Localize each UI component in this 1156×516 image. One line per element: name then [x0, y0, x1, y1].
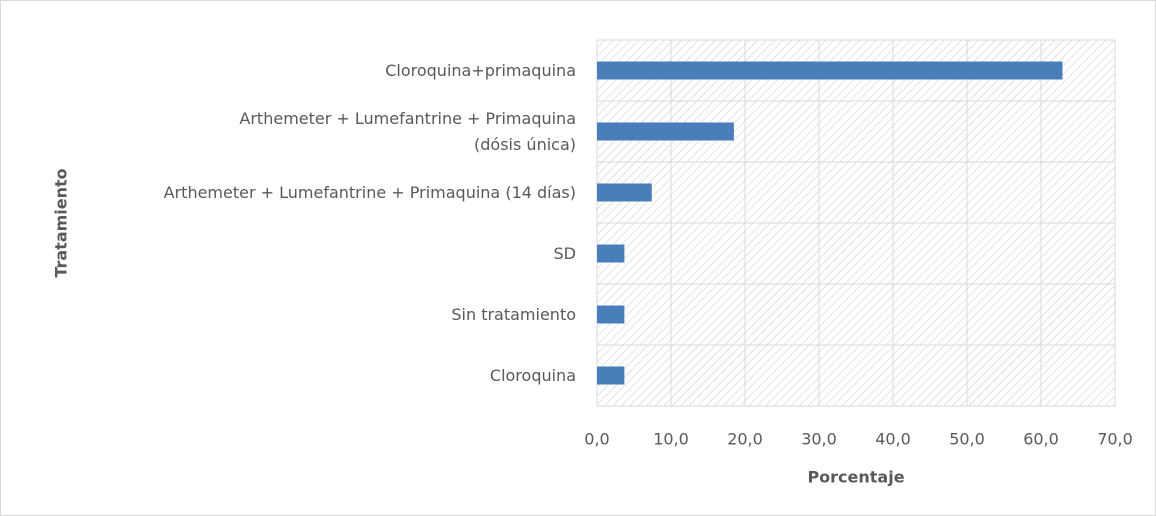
y-tick-label: Arthemeter + Lumefantrine + Primaquina (…: [163, 182, 576, 202]
y-tick-label: Cloroquina: [489, 365, 576, 385]
x-tick-label: 40,0: [875, 430, 911, 449]
y-tick-label: Sin tratamiento: [451, 304, 576, 324]
bar: [597, 244, 625, 263]
bar: [597, 305, 625, 324]
x-tick-label: 0,0: [584, 430, 609, 449]
x-axis-title: Porcentaje: [807, 468, 904, 487]
y-tick-label: SD: [553, 243, 576, 263]
bar: [597, 183, 652, 202]
x-tick-label: 20,0: [727, 430, 763, 449]
bar: [597, 61, 1063, 80]
y-axis-title: Tratamiento: [52, 168, 71, 277]
x-tick-label: 70,0: [1097, 430, 1133, 449]
bar: [597, 366, 625, 385]
x-tick-label: 10,0: [653, 430, 689, 449]
y-tick-label: Arthemeter + Lumefantrine + Primaquina (…: [239, 108, 576, 154]
x-tick-label: 60,0: [1023, 430, 1059, 449]
x-tick-label: 30,0: [801, 430, 837, 449]
y-tick-label: Cloroquina+primaquina: [385, 60, 576, 80]
bar: [597, 122, 734, 141]
x-tick-label: 50,0: [949, 430, 985, 449]
